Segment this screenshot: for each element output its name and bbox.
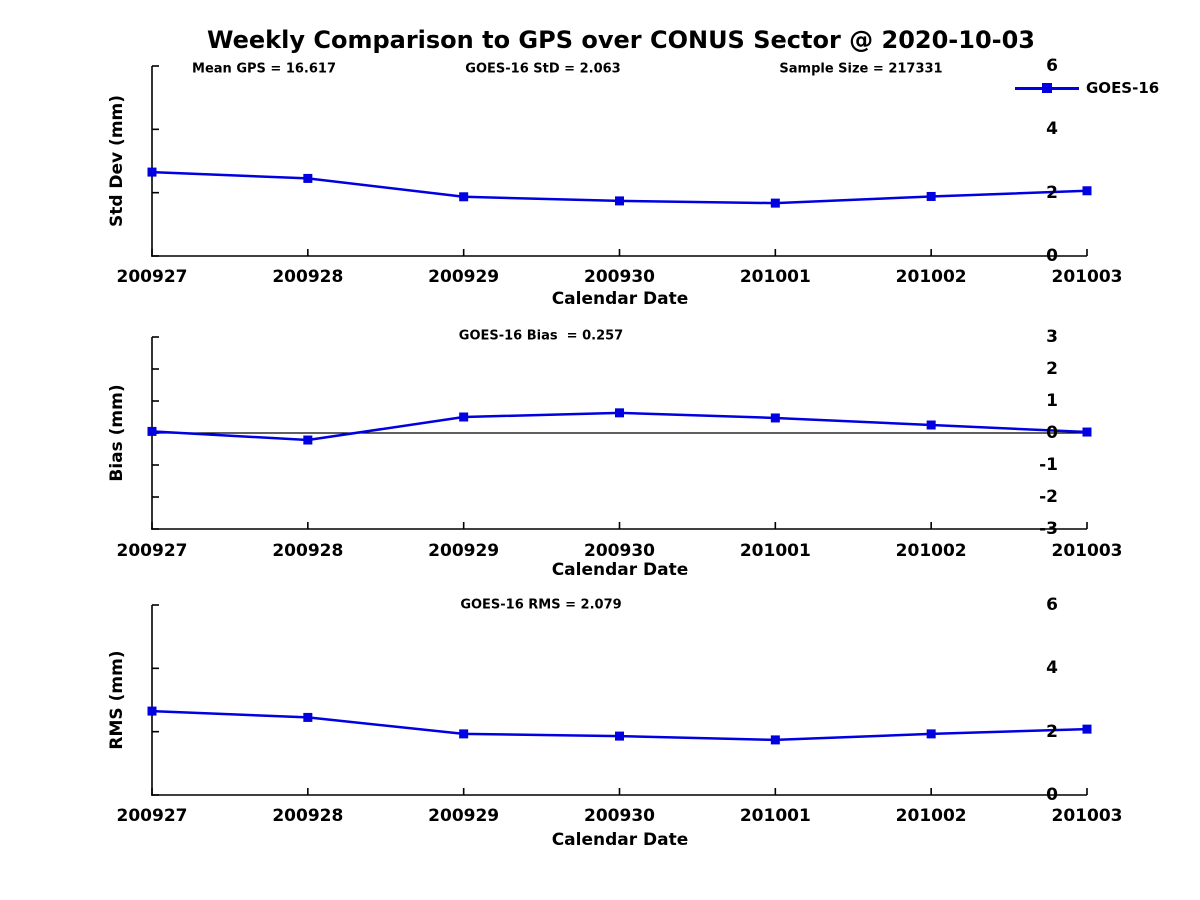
data-point-marker <box>303 435 313 445</box>
data-point-marker <box>770 735 780 745</box>
y-tick-label: 0 <box>1046 785 1058 805</box>
y-tick-label: 0 <box>1046 423 1058 443</box>
data-point-marker <box>926 191 936 201</box>
data-point-marker <box>1082 724 1092 734</box>
x-tick-label: 201002 <box>895 541 967 561</box>
x-tick-label: 201002 <box>895 806 967 826</box>
x-tick-label: 200929 <box>428 267 500 287</box>
data-point-marker <box>770 413 780 423</box>
data-point-marker <box>147 426 157 436</box>
data-point-marker <box>1082 186 1092 196</box>
y-tick-label: 2 <box>1046 182 1058 203</box>
data-point-marker <box>770 198 780 208</box>
x-tick-label: 200927 <box>116 806 188 826</box>
y-tick-label: 1 <box>1046 391 1058 411</box>
x-axis-label-stddev: Calendar Date <box>551 289 689 309</box>
data-point-marker <box>615 731 624 741</box>
x-tick-label: 201001 <box>739 806 811 826</box>
x-tick-label: 200927 <box>116 267 188 287</box>
data-point-marker <box>459 729 469 739</box>
y-tick-label: -3 <box>1039 519 1058 539</box>
y-tick-label: 4 <box>1046 119 1058 140</box>
data-point-marker <box>303 712 313 722</box>
data-point-marker <box>926 420 936 430</box>
y-tick-label: 3 <box>1046 327 1058 347</box>
legend-square-marker-icon <box>1042 83 1052 93</box>
annotation-goes16-rms: GOES-16 RMS = 2.079 <box>460 597 622 613</box>
x-tick-label: 200927 <box>116 541 188 561</box>
data-point-marker <box>615 408 624 418</box>
annotation-goes16-std: GOES-16 StD = 2.063 <box>465 61 621 77</box>
data-point-marker <box>459 192 469 202</box>
data-point-marker <box>615 196 624 206</box>
data-point-marker <box>147 167 157 177</box>
x-tick-label: 201003 <box>1051 806 1123 826</box>
data-point-marker <box>459 412 469 422</box>
x-tick-label: 200930 <box>584 267 655 287</box>
y-tick-label: -2 <box>1039 487 1058 507</box>
y-tick-label: 2 <box>1046 721 1058 742</box>
legend: GOES-16 <box>1015 80 1185 98</box>
x-tick-label: 200928 <box>272 541 344 561</box>
data-point-marker <box>303 173 313 183</box>
x-tick-label: 200929 <box>428 541 500 561</box>
x-tick-label: 201001 <box>739 267 811 287</box>
annotation-goes16-bias: GOES-16 Bias = 0.257 <box>458 328 624 344</box>
std-dev-subplot <box>147 65 1092 257</box>
annotation-sample-size: Sample Size = 217331 <box>779 61 943 77</box>
x-axis-label-bias: Calendar Date <box>551 560 689 580</box>
y-tick-label: 2 <box>1046 359 1058 379</box>
x-tick-label: 200930 <box>584 541 655 561</box>
y-tick-label: 0 <box>1046 246 1058 266</box>
x-tick-label: 200929 <box>428 806 500 826</box>
y-tick-label: 6 <box>1046 56 1058 76</box>
data-point-marker <box>926 729 936 739</box>
data-point-marker <box>147 706 157 716</box>
x-tick-label: 201002 <box>895 267 967 287</box>
x-tick-label: 200928 <box>272 267 344 287</box>
y-tick-label: 6 <box>1046 595 1058 615</box>
x-tick-label: 201003 <box>1051 267 1123 287</box>
data-point-marker <box>1082 427 1092 437</box>
x-tick-label: 201003 <box>1051 541 1123 561</box>
x-tick-label: 200928 <box>272 806 344 826</box>
y-tick-label: -1 <box>1039 455 1058 475</box>
legend-label: GOES-16 <box>1086 79 1160 97</box>
y-tick-label: 4 <box>1046 658 1058 679</box>
annotation-mean-gps: Mean GPS = 16.617 <box>192 61 336 77</box>
figure-title: Weekly Comparison to GPS over CONUS Sect… <box>206 26 1036 54</box>
x-tick-label: 201001 <box>739 541 811 561</box>
x-tick-label: 200930 <box>584 806 655 826</box>
bias-subplot <box>147 336 1092 530</box>
rms-subplot <box>147 604 1092 796</box>
x-axis-label-rms: Calendar Date <box>551 830 689 850</box>
